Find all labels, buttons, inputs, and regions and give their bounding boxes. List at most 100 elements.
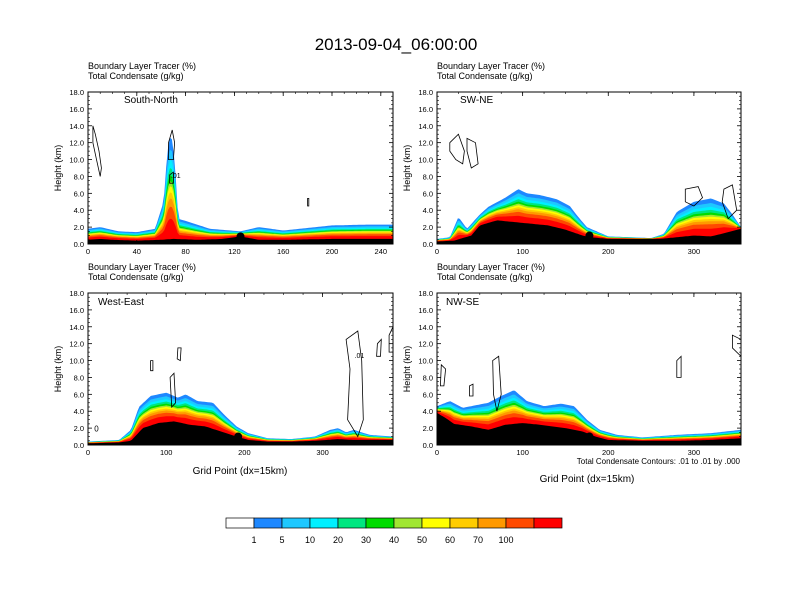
y-tick-label: 14.0	[418, 323, 433, 332]
tracer-band-10	[88, 218, 393, 244]
contour-label: .01	[355, 353, 365, 360]
x-tick-label: 80	[181, 247, 189, 256]
condensate-contour-0	[345, 330, 364, 438]
y-tick-label: 18.0	[418, 289, 433, 298]
y-tick-label: 6.0	[423, 390, 433, 399]
x-tick-label: 0	[86, 448, 90, 457]
y-tick-label: 4.0	[74, 206, 84, 215]
colorbar-label: 100	[498, 535, 513, 545]
x-tick-label: 0	[435, 247, 439, 256]
panel-south-north: Boundary Layer Tracer (%)Total Condensat…	[53, 61, 394, 256]
y-tick-label: 10.0	[418, 156, 433, 165]
condensate-contour-3	[721, 184, 738, 220]
x-tick-label: 240	[375, 247, 388, 256]
y-tick-label: 8.0	[423, 373, 433, 382]
y-tick-label: 10.0	[69, 357, 84, 366]
location-marker	[236, 232, 245, 241]
x-tick-label: 100	[160, 448, 173, 457]
condensate-contour-2	[388, 326, 393, 353]
condensate-contour-4	[469, 383, 474, 397]
condensate-contour-0	[449, 133, 465, 165]
y-tick-label: 4.0	[423, 206, 433, 215]
contour-note: Total Condensate Contours: .01 to .01 by…	[577, 457, 741, 466]
colorbar-cell-11	[533, 517, 563, 529]
colorbar-cell-5	[365, 517, 395, 529]
condensate-contour-1	[376, 338, 382, 357]
condensate-contour-1	[492, 355, 502, 412]
y-axis-label: Height (km)	[402, 346, 412, 393]
x-tick-label: 0	[86, 247, 90, 256]
y-tick-label: 2.0	[74, 223, 84, 232]
x-tick-label: 200	[602, 448, 615, 457]
condensate-contour-3	[307, 198, 310, 207]
colorbar-cell-0	[225, 517, 255, 529]
contour-label-left: 0	[94, 424, 99, 433]
x-tick-label: 160	[277, 247, 290, 256]
colorbar-cell-8	[449, 517, 479, 529]
y-tick-label: 6.0	[74, 189, 84, 198]
y-tick-label: 0.0	[423, 240, 433, 249]
colorbar-label: 5	[279, 535, 284, 545]
x-axis-label-right: Grid Point (dx=15km)	[540, 474, 635, 485]
condensate-contour-5	[176, 347, 182, 362]
condensate-contour-1	[466, 137, 479, 169]
y-tick-label: 6.0	[74, 390, 84, 399]
x-tick-label: 200	[326, 247, 339, 256]
x-tick-label: 300	[316, 448, 329, 457]
y-axis-label: Height (km)	[53, 346, 63, 393]
tracer-field	[437, 334, 741, 445]
colorbar-label: 10	[305, 535, 315, 545]
colorbar-label: 50	[417, 535, 427, 545]
colorbar-cell-9	[477, 517, 507, 529]
tracer-field	[88, 125, 393, 244]
terrain	[88, 421, 393, 445]
y-tick-label: 18.0	[418, 88, 433, 97]
panel-header-condensate: Total Condensate (g/kg)	[437, 272, 533, 282]
y-axis-label: Height (km)	[402, 145, 412, 192]
y-tick-label: 18.0	[69, 88, 84, 97]
y-tick-label: 12.0	[418, 139, 433, 148]
location-marker	[585, 231, 594, 240]
y-tick-label: 2.0	[423, 424, 433, 433]
y-tick-label: 16.0	[418, 105, 433, 114]
panel-nw-se: Boundary Layer Tracer (%)Total Condensat…	[402, 262, 742, 457]
x-tick-label: 100	[516, 448, 529, 457]
colorbar-cell-3	[309, 517, 339, 529]
location-marker	[585, 432, 594, 441]
colorbar-cell-1	[253, 517, 283, 529]
panel-header-tracer: Boundary Layer Tracer (%)	[437, 262, 545, 272]
panel-header-condensate: Total Condensate (g/kg)	[437, 71, 533, 81]
panel-title: NW-SE	[446, 297, 479, 308]
colorbar-label: 20	[333, 535, 343, 545]
condensate-contour-3	[169, 372, 177, 408]
condensate-contour-4	[150, 360, 154, 372]
y-tick-label: 8.0	[74, 373, 84, 382]
x-tick-label: 300	[688, 247, 701, 256]
y-tick-label: 10.0	[69, 156, 84, 165]
terrain	[437, 220, 741, 244]
y-tick-label: 0.0	[74, 441, 84, 450]
colorbar-cell-4	[337, 517, 367, 529]
panel-header-condensate: Total Condensate (g/kg)	[88, 71, 184, 81]
x-tick-label: 200	[602, 247, 615, 256]
y-tick-label: 8.0	[74, 172, 84, 181]
panel-header-tracer: Boundary Layer Tracer (%)	[88, 61, 196, 71]
y-tick-label: 12.0	[418, 340, 433, 349]
y-tick-label: 18.0	[69, 289, 84, 298]
y-tick-label: 16.0	[418, 306, 433, 315]
condensate-contour-2	[684, 186, 703, 207]
location-marker	[234, 432, 243, 441]
contour-label: .01	[171, 173, 181, 180]
y-tick-label: 14.0	[69, 323, 84, 332]
y-tick-label: 2.0	[423, 223, 433, 232]
y-tick-label: 6.0	[423, 189, 433, 198]
colorbar-label: 40	[389, 535, 399, 545]
panel-title: SW-NE	[460, 95, 493, 106]
colorbar-cell-7	[421, 517, 451, 529]
panel-header-tracer: Boundary Layer Tracer (%)	[88, 262, 196, 272]
condensate-contour-3	[732, 334, 741, 357]
y-tick-label: 16.0	[69, 105, 84, 114]
y-axis-label: Height (km)	[53, 145, 63, 192]
panel-title: South-North	[124, 95, 178, 106]
panel-west-east: Boundary Layer Tracer (%)Total Condensat…	[53, 262, 394, 457]
